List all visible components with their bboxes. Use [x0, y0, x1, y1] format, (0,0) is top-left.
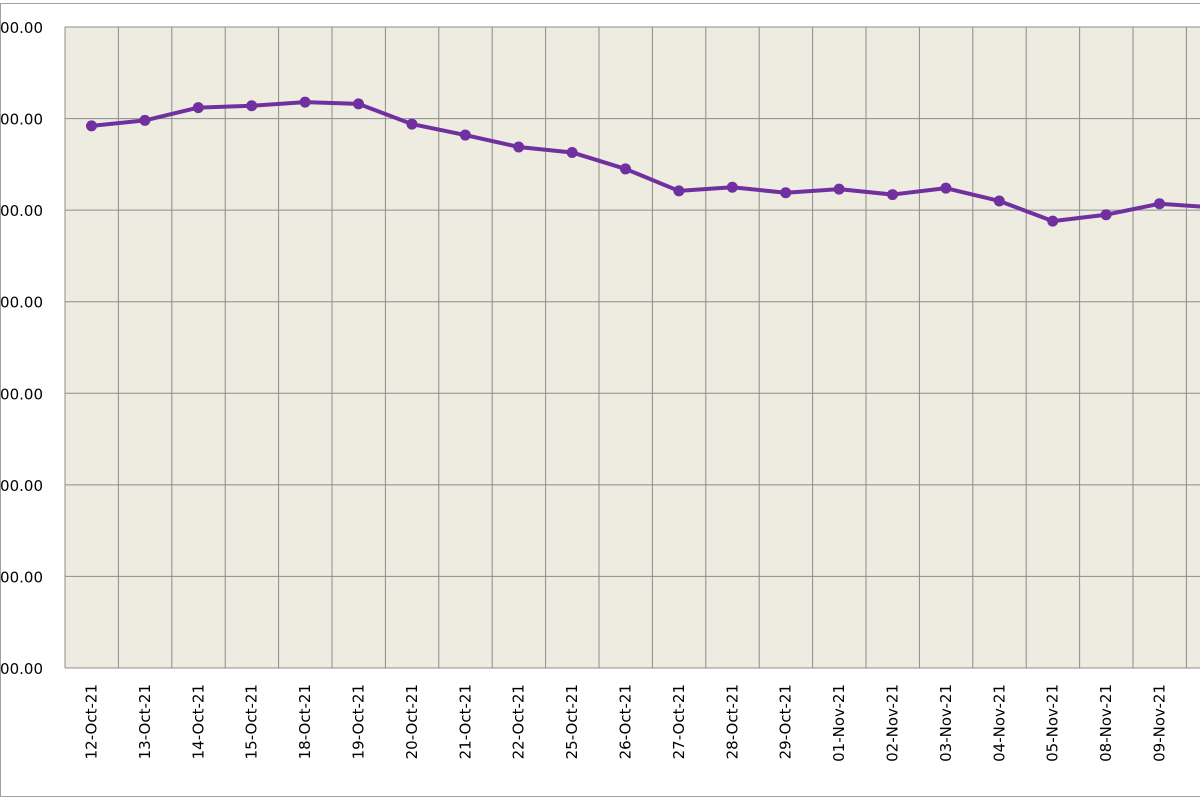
- x-tick-label: 08-Nov-21: [1097, 684, 1115, 762]
- x-tick-label: 01-Nov-21: [830, 684, 848, 762]
- data-point: [459, 129, 471, 141]
- y-tick-label: 00.00: [0, 111, 43, 129]
- data-point: [513, 141, 525, 153]
- plot-area: [65, 27, 1200, 668]
- series-line: [91, 100, 1200, 224]
- y-tick-label: 00.00: [0, 294, 43, 312]
- x-tick-label: 15-Oct-21: [243, 684, 261, 759]
- horizontal-gridlines: [65, 26, 1200, 669]
- series-layer: [86, 96, 1200, 227]
- x-tick-label: 22-Oct-21: [510, 684, 528, 759]
- x-tick-label: 14-Oct-21: [189, 684, 207, 759]
- data-point: [833, 183, 845, 195]
- data-point: [86, 120, 97, 132]
- vertical-gridlines: [64, 27, 1187, 668]
- x-tick-label: 02-Nov-21: [884, 684, 902, 762]
- data-point: [1047, 215, 1059, 227]
- x-axis-tick-labels: 12-Oct-21 13-Oct-21 14-Oct-21 15-Oct-21 18-O…: [83, 684, 1169, 762]
- x-tick-label: 26-Oct-21: [617, 684, 635, 759]
- x-tick-label: 21-Oct-21: [456, 684, 474, 759]
- data-point: [246, 100, 258, 112]
- x-tick-label: 27-Oct-21: [670, 684, 688, 759]
- x-tick-label: 04-Nov-21: [990, 684, 1008, 762]
- data-point: [1154, 198, 1165, 210]
- x-tick-label: 05-Nov-21: [1044, 684, 1062, 762]
- y-tick-label: 00.00: [0, 202, 43, 220]
- x-tick-label: 18-Oct-21: [296, 684, 314, 759]
- data-point: [993, 195, 1005, 207]
- data-point: [299, 96, 311, 108]
- y-tick-label: 00.00: [0, 19, 43, 37]
- x-tick-label: 12-Oct-21: [83, 684, 101, 759]
- y-tick-label: 00.00: [0, 477, 43, 495]
- data-point: [887, 189, 898, 201]
- data-point: [673, 185, 685, 197]
- y-tick-label: 00.00: [0, 568, 43, 586]
- x-tick-label: 19-Oct-21: [350, 684, 368, 759]
- x-tick-label: 29-Oct-21: [777, 684, 795, 759]
- x-tick-label: 03-Nov-21: [937, 684, 955, 762]
- data-point: [139, 114, 151, 126]
- data-point: [192, 102, 204, 114]
- data-point: [566, 146, 578, 158]
- x-tick-label: 28-Oct-21: [723, 684, 741, 759]
- x-tick-label: 09-Nov-21: [1151, 684, 1169, 762]
- data-point: [353, 98, 364, 110]
- y-axis-tick-labels: 00.00 00.00 00.00 00.00 00.00 00.00 00.00 00.00: [0, 19, 43, 678]
- data-point: [726, 181, 738, 193]
- x-tick-label: 20-Oct-21: [403, 684, 421, 759]
- data-point: [620, 163, 631, 175]
- data-point: [406, 118, 418, 130]
- data-point: [1100, 209, 1112, 221]
- data-point: [780, 187, 792, 199]
- y-tick-label: 00.00: [0, 660, 43, 678]
- x-tick-label: 13-Oct-21: [136, 684, 154, 759]
- x-tick-label: 25-Oct-21: [563, 684, 581, 759]
- y-tick-label: 00.00: [0, 385, 43, 403]
- data-point: [940, 182, 952, 194]
